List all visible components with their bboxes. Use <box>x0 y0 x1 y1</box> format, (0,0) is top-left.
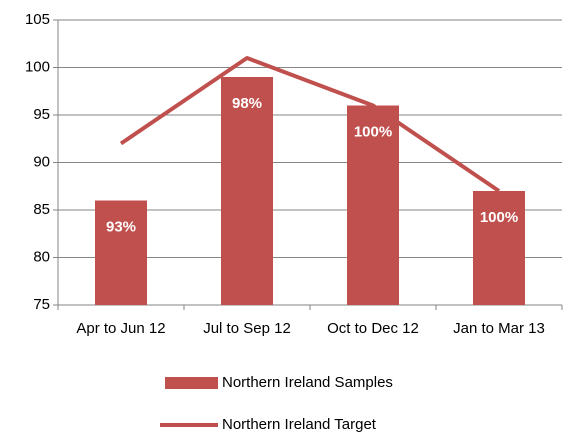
y-tick-label: 105 <box>25 11 50 28</box>
x-tick-label: Apr to Jun 12 <box>76 320 165 337</box>
x-tick-label: Jan to Mar 13 <box>453 320 545 337</box>
legend-swatch <box>165 377 218 389</box>
line <box>119 56 501 193</box>
y-tick-label: 90 <box>33 153 50 170</box>
y-tick-label: 95 <box>33 106 50 123</box>
annotation: 98% <box>232 95 262 112</box>
y-tick-label: 85 <box>33 201 50 218</box>
bar <box>221 77 273 305</box>
bar <box>95 200 147 305</box>
x-tick-label: Jul to Sep 12 <box>203 320 291 337</box>
x-tick-label: Oct to Dec 12 <box>327 320 419 337</box>
annotation: 100% <box>480 209 518 226</box>
y-tick-label: 100 <box>25 58 50 75</box>
legend-label: Northern Ireland Samples <box>222 374 393 391</box>
annotation: 93% <box>106 218 136 235</box>
bar <box>347 105 399 305</box>
bar <box>473 191 525 305</box>
y-tick-label: 80 <box>33 248 50 265</box>
annotation: 100% <box>354 123 392 140</box>
y-tick-label: 75 <box>33 296 50 313</box>
legend-label: Northern Ireland Target <box>222 416 377 432</box>
